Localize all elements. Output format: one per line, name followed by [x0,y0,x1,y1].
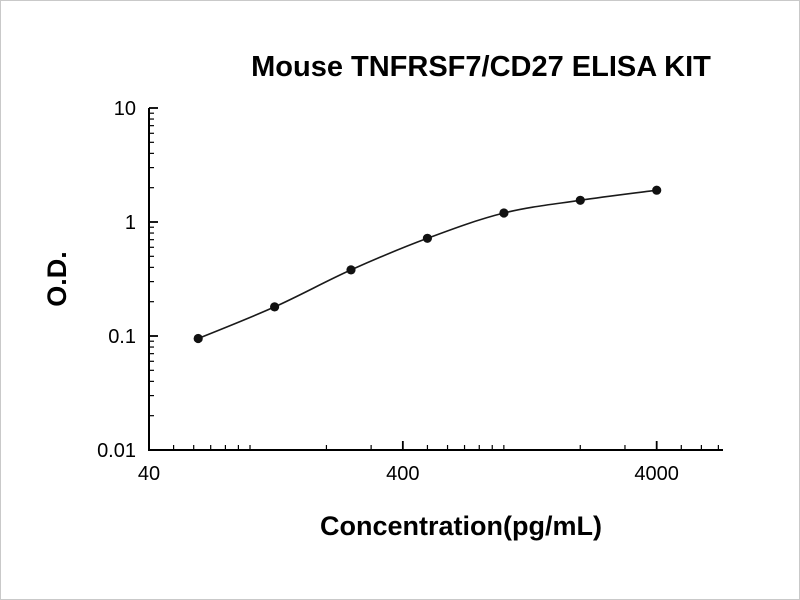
data-point [422,233,432,243]
y-tick-label: 10 [114,98,136,120]
x-tick-label: 400 [386,463,419,485]
data-point [193,333,203,344]
x-axis-label: Concentration(pg/mL) [320,511,602,541]
data-point [270,302,280,312]
chart-title: Mouse TNFRSF7/CD27 ELISA KIT [251,51,711,83]
y-tick-label: 0.1 [108,326,136,348]
x-tick-label: 4000 [634,463,679,485]
x-tick-label: 40 [138,463,160,485]
data-point [575,195,585,205]
y-tick-label: 1 [125,212,136,234]
axes-spines [148,108,723,451]
data-point [499,208,509,218]
data-point [652,185,662,195]
data-point [346,265,356,275]
y-tick-label: 0.01 [97,440,136,462]
standard-curve-line [197,189,657,340]
